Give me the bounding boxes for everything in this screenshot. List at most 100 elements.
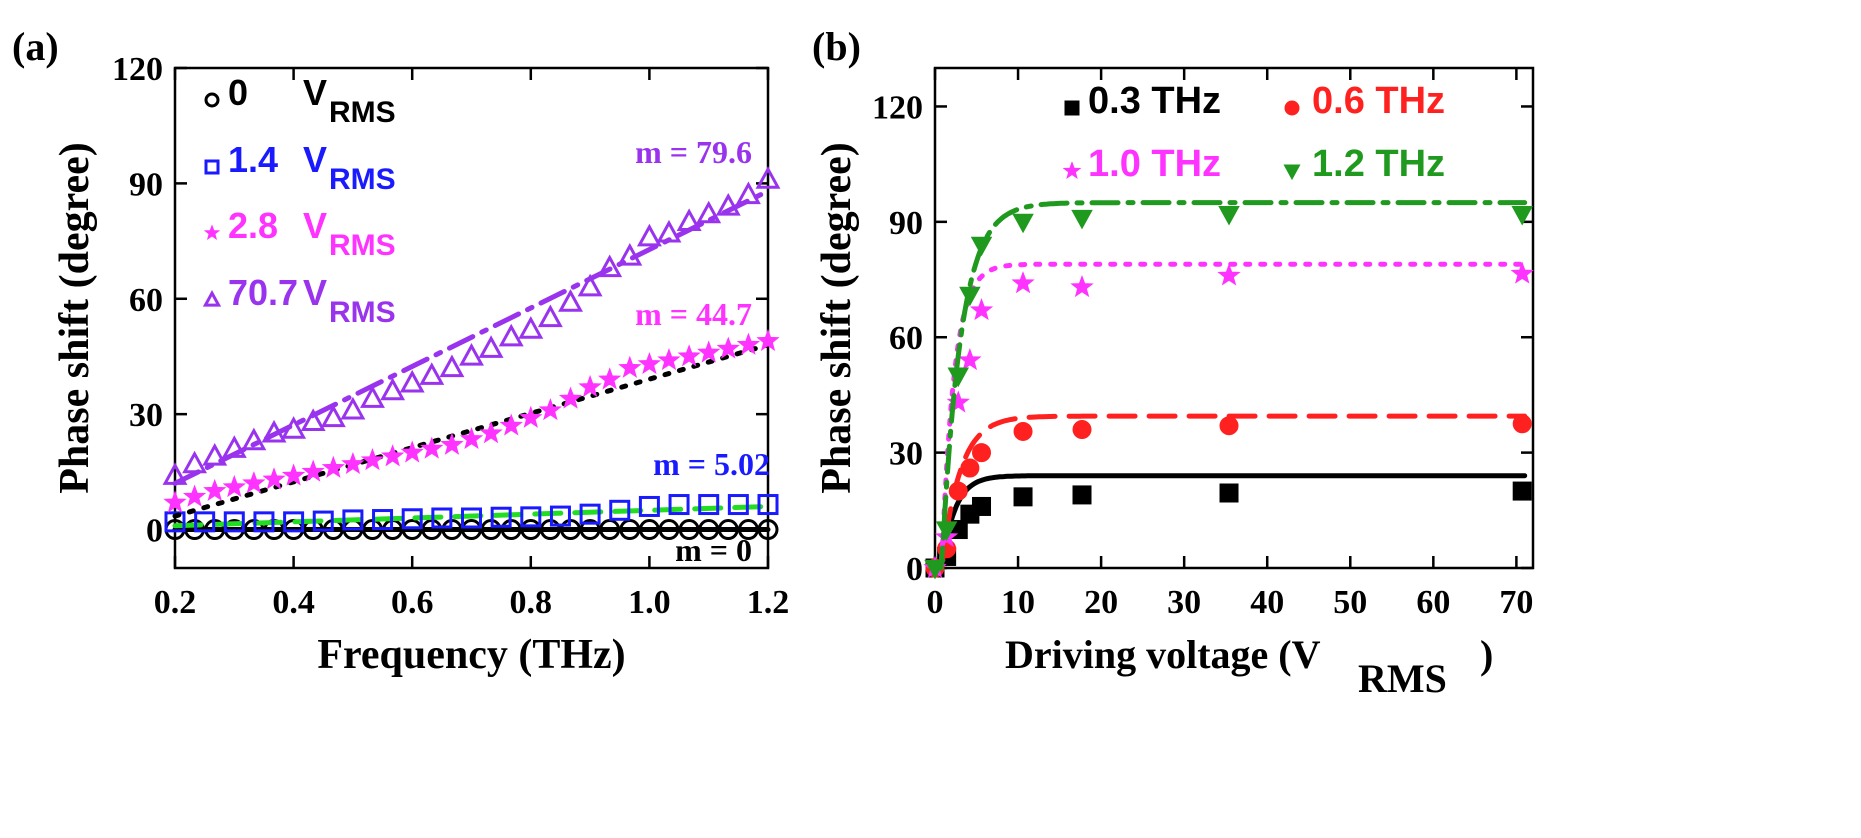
x-tick-label: 30 — [1167, 584, 1201, 621]
data-point — [1512, 414, 1532, 434]
x-tick-label: 70 — [1499, 584, 1533, 621]
data-point — [970, 236, 993, 257]
data-point — [281, 463, 306, 486]
data-point — [203, 478, 227, 501]
data-point — [948, 481, 968, 501]
x-axis-label: Driving voltage (V — [1005, 632, 1321, 677]
legend-label: 0.6 THz — [1312, 80, 1445, 122]
data-point — [549, 505, 571, 527]
data-point — [638, 519, 660, 541]
legend-value: 2.8 — [228, 205, 278, 246]
data-point — [519, 405, 543, 428]
y-tick-label: 120 — [872, 89, 923, 126]
legend-item: 1.4 V RMS — [204, 139, 396, 196]
x-tick-label: 20 — [1084, 584, 1118, 621]
data-point — [698, 494, 720, 516]
data-point — [755, 166, 781, 189]
data-point — [1512, 481, 1532, 501]
panel-a: (a) 0.2 0.4 0.6 0.8 1.0 1.2 0 30 60 90 120 Frequency… — [12, 24, 789, 678]
data-point — [242, 471, 266, 494]
data-point — [1013, 421, 1033, 441]
data-point — [1071, 209, 1093, 230]
x-tick-label: 50 — [1333, 584, 1367, 621]
data-point — [1070, 274, 1094, 298]
data-point — [538, 398, 562, 421]
x-tick-label: 10 — [1001, 584, 1035, 621]
data-point — [163, 490, 187, 513]
data-point — [658, 519, 680, 541]
data-point — [300, 408, 326, 431]
x-tick-label: 0.8 — [510, 584, 553, 621]
legend-item: 0.6 THz — [1284, 80, 1445, 122]
data-point — [715, 192, 741, 216]
legend-unit: V — [303, 205, 327, 246]
legend-marker — [203, 224, 221, 240]
series-0 — [925, 473, 1532, 578]
data-point — [597, 254, 623, 278]
legend-unit: V — [303, 139, 327, 180]
data-point — [579, 519, 601, 541]
data-point — [598, 367, 622, 390]
legend-item: 0.3 THz — [1064, 80, 1221, 122]
series-3 — [162, 166, 781, 486]
x-tick-label: 0.4 — [272, 584, 315, 621]
data-point — [478, 335, 504, 358]
data-point — [182, 484, 207, 507]
data-point — [579, 503, 601, 525]
data-point — [577, 273, 603, 297]
data-point — [657, 348, 681, 371]
fit-curve — [932, 261, 1528, 571]
panel-label: (a) — [12, 24, 59, 69]
data-point — [736, 332, 761, 355]
x-tick-label: 0.2 — [154, 584, 197, 621]
slope-label: m = 44.7 — [635, 296, 752, 332]
data-point — [676, 208, 702, 231]
x-tick-label: 60 — [1416, 584, 1450, 621]
data-point — [698, 519, 720, 541]
x-axis-label: Frequency (THz) — [317, 632, 625, 678]
data-point — [360, 385, 385, 408]
data-point — [194, 511, 216, 533]
panel-label: (b) — [812, 24, 861, 69]
data-point — [320, 404, 346, 428]
data-point — [340, 396, 366, 420]
data-point — [381, 444, 405, 467]
y-tick-label: 120 — [112, 51, 163, 88]
data-point — [537, 304, 563, 328]
series-2 — [163, 328, 780, 519]
data-point — [202, 442, 228, 466]
data-point — [262, 467, 286, 490]
plot-frame — [933, 66, 1535, 570]
data-point — [558, 289, 583, 312]
data-point — [1219, 483, 1239, 503]
slope-label: m = 79.6 — [635, 134, 752, 170]
data-point — [431, 507, 453, 529]
data-point — [380, 377, 406, 401]
data-point — [372, 509, 394, 531]
data-point — [668, 494, 690, 516]
x-tick-label: 0 — [927, 584, 944, 621]
data-point — [301, 459, 325, 482]
legend-marker — [1062, 161, 1082, 179]
data-point — [342, 509, 364, 531]
data-point — [727, 494, 749, 516]
data-point — [223, 511, 245, 533]
data-point — [182, 450, 208, 474]
data-point — [924, 559, 946, 580]
data-point — [400, 440, 424, 463]
legend-item: 0 V RMS — [204, 72, 396, 129]
data-point — [401, 508, 423, 530]
data-point — [618, 355, 642, 378]
legend-unit: V — [303, 272, 327, 313]
legend-item: 1.2 THz — [1283, 143, 1445, 185]
y-tick-label: 30 — [129, 397, 163, 434]
legend-value: 0 — [228, 72, 248, 113]
data-point — [735, 181, 761, 205]
data-point — [1072, 420, 1092, 440]
data-point — [1219, 416, 1239, 436]
y-tick-label: 90 — [129, 166, 163, 203]
legend-item: 70.7 V RMS — [202, 272, 396, 329]
fit-line — [172, 342, 771, 519]
data-point — [737, 519, 759, 541]
data-point — [461, 519, 482, 541]
